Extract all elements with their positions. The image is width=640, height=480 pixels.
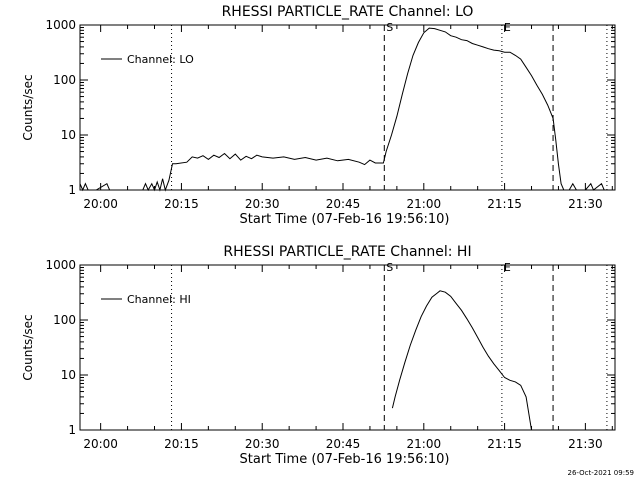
x-tick-label: 20:45 — [326, 197, 361, 211]
series-line-0 — [391, 290, 532, 431]
x-tick-label: 20:30 — [245, 197, 280, 211]
y-tick-label: 100 — [53, 313, 76, 327]
chart-hi-channel: RHESSI PARTICLE_RATE Channel: HI Start T… — [21, 244, 616, 467]
x-tick-label: 21:00 — [407, 437, 442, 451]
x-tick-label: 21:15 — [487, 197, 522, 211]
x-tick-label: 20:30 — [245, 437, 280, 451]
x-tick-label: 21:15 — [487, 437, 522, 451]
x-tick-label: 21:30 — [568, 437, 603, 451]
x-tick-label: 21:30 — [568, 197, 603, 211]
x-axis-label: Start Time (07-Feb-16 19:56:10) — [240, 212, 450, 227]
x-tick-label: 20:45 — [326, 437, 361, 451]
chart-title: RHESSI PARTICLE_RATE Channel: LO — [222, 4, 474, 20]
plot-frame — [79, 24, 616, 191]
y-tick-label: 1 — [68, 423, 76, 437]
event-marker-label: S — [386, 261, 393, 274]
y-tick-label: 10 — [61, 368, 76, 382]
x-tick-label: 20:00 — [83, 437, 118, 451]
x-tick-label: 21:00 — [407, 197, 442, 211]
x-tick-label: 20:15 — [164, 437, 199, 451]
legend-label: Channel: HI — [127, 293, 191, 306]
y-tick-label: 100 — [53, 73, 76, 87]
series-line-0 — [79, 27, 605, 192]
y-axis-label: Counts/sec — [21, 74, 35, 140]
event-marker-label: E — [504, 21, 511, 34]
legend-label: Channel: LO — [127, 53, 194, 66]
y-tick-label: 1000 — [45, 258, 76, 272]
y-tick-label: 10 — [61, 128, 76, 142]
y-tick-label: 1 — [68, 183, 76, 197]
plot-frame — [79, 264, 616, 431]
event-marker-label: E — [504, 261, 511, 274]
y-axis-label: Counts/sec — [21, 314, 35, 380]
x-axis-label: Start Time (07-Feb-16 19:56:10) — [240, 452, 450, 467]
chart-title: RHESSI PARTICLE_RATE Channel: HI — [223, 244, 471, 260]
x-tick-label: 20:15 — [164, 197, 199, 211]
footer-timestamp: 26-Oct-2021 09:59 — [567, 469, 634, 477]
y-tick-label: 1000 — [45, 18, 76, 32]
event-marker-label: S — [386, 21, 393, 34]
x-tick-label: 20:00 — [83, 197, 118, 211]
chart-lo-channel: RHESSI PARTICLE_RATE Channel: LO Start T… — [21, 4, 616, 227]
